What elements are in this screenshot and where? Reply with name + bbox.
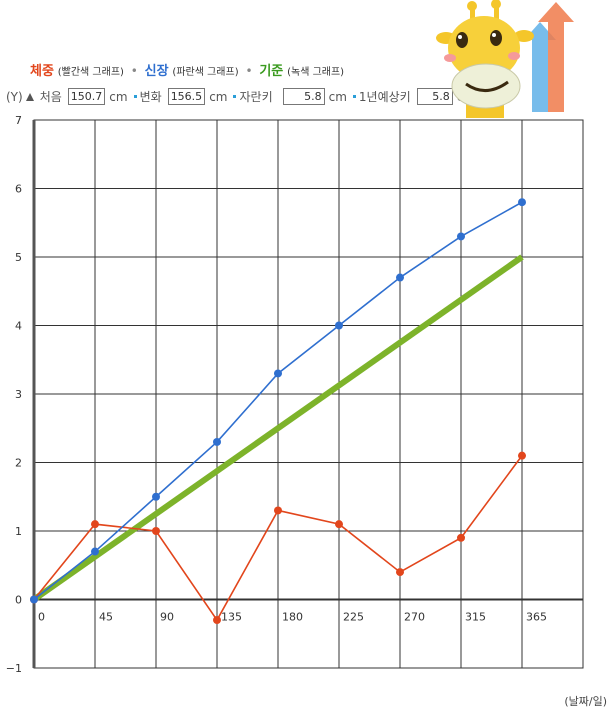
x-tick-label: 315: [465, 611, 486, 624]
x-tick-label: 270: [404, 611, 425, 624]
unit-label: cm: [209, 89, 228, 104]
height-data-point: [213, 437, 221, 446]
growth-arrows-icon: [524, 2, 574, 112]
start-label: 처음: [39, 90, 62, 104]
chart-legend: 체중 (빨간색 그래프) • 신장 (파란색 그래프) • 기준 (녹색 그래프…: [30, 60, 344, 79]
height-data-point: [335, 321, 343, 330]
expected-growth-label: 1년예상키: [358, 90, 411, 104]
height-data-point: [457, 232, 465, 241]
x-tick-label: 45: [99, 611, 113, 624]
weight-data-point: [518, 451, 526, 460]
x-tick-label: 365: [526, 611, 547, 624]
weight-data-point: [396, 568, 404, 577]
height-data-point: [152, 492, 160, 501]
x-tick-label: 135: [221, 611, 242, 624]
x-tick-label: 90: [160, 611, 174, 624]
legend-height-sub: (파란색 그래프): [172, 67, 239, 78]
y-tick-label: −1: [6, 662, 22, 675]
bullet-icon: [352, 95, 356, 98]
giraffe-icon: [436, 0, 534, 118]
height-data-point: [396, 273, 404, 282]
y-tick-label: 2: [15, 457, 22, 470]
bullet-icon: [133, 95, 137, 98]
y-tick-label: 1: [15, 525, 22, 538]
x-axis-ticks: 0 45 90 135 180 225 270 315 365: [38, 611, 547, 624]
height-data-point: [91, 547, 99, 556]
legend-weight-sub: (빨간색 그래프): [57, 67, 124, 78]
unit-label: cm: [109, 89, 128, 104]
value-inputs-row: (Y) 처음 150.7 cm 변화 156.5 cm 자란키 5.8 cm 1…: [6, 88, 475, 105]
weight-data-point: [213, 616, 221, 625]
x-tick-label: 0: [38, 611, 45, 624]
bullet-icon: [233, 95, 237, 98]
weight-data-point: [91, 520, 99, 529]
legend-standard-label: 기준: [259, 64, 284, 79]
height-data-point: [274, 369, 282, 378]
chart-grid: [32, 119, 584, 669]
y-tick-label: 6: [15, 183, 22, 196]
changed-height-field[interactable]: 156.5: [167, 88, 206, 105]
growth-field[interactable]: 5.8: [282, 88, 325, 105]
legend-standard-sub: (녹색 그래프): [287, 67, 345, 78]
y-axis-ticks: 7 6 5 4 3 2 1 0 −1: [6, 114, 22, 675]
y-tick-label: 5: [15, 251, 22, 264]
y-tick-label: 3: [15, 388, 22, 401]
unit-label: cm: [328, 89, 347, 104]
weight-data-point: [274, 506, 282, 515]
start-height-field[interactable]: 150.7: [67, 88, 106, 105]
y-tick-label: 0: [15, 594, 22, 607]
standard-series-line: [32, 254, 524, 602]
weight-data-point: [457, 533, 465, 542]
y-axis-label: (Y): [6, 89, 23, 104]
legend-separator: •: [245, 64, 253, 78]
legend-separator: •: [130, 64, 138, 78]
x-tick-label: 225: [343, 611, 364, 624]
height-data-point: [518, 198, 526, 207]
growth-label: 자란키: [239, 90, 273, 104]
legend-height-label: 신장: [144, 64, 169, 79]
y-tick-label: 4: [15, 320, 22, 333]
height-data-point: [30, 595, 38, 604]
x-axis-unit-label: (날짜/일): [564, 695, 607, 708]
weight-data-point: [152, 527, 160, 535]
chart-series: [30, 198, 526, 625]
legend-weight-label: 체중: [30, 64, 54, 79]
giraffe-mascot-illustration: [436, 0, 574, 118]
x-tick-label: 180: [282, 611, 303, 624]
weight-data-point: [335, 520, 343, 529]
change-label: 변화: [139, 90, 162, 104]
y-tick-label: 7: [15, 114, 22, 127]
up-arrow-icon: [25, 92, 34, 101]
expected-growth-field[interactable]: 5.8: [416, 88, 453, 105]
